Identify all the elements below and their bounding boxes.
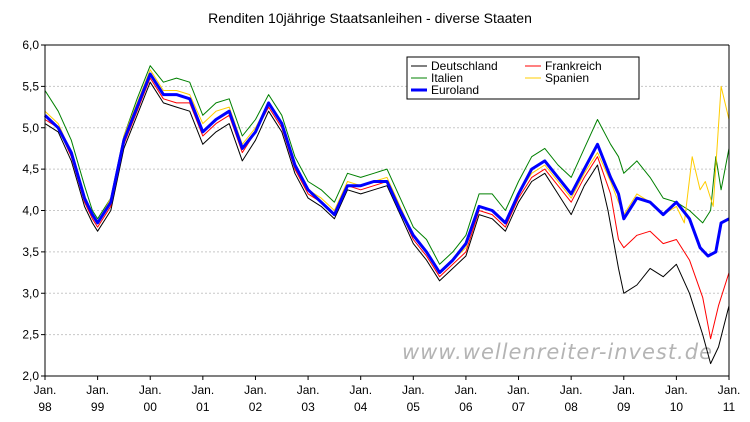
y-axis-ticks: 2,0 2,5 3,0 3,5 4,0 4,5 5,0 5,5 6,0 [22,38,45,383]
x-tick-label-year: 98 [38,400,52,414]
y-tick-label: 5,0 [22,121,39,135]
x-tick-label-month: Jan. [665,383,688,397]
series-line-frankreich [44,77,730,340]
series-lines [43,65,730,365]
x-tick-label-month: Jan. [718,383,741,397]
series-line-euroland [43,72,730,275]
x-tick-label-year: 02 [249,400,263,414]
legend-label: Spanien [545,71,589,85]
y-tick-label: 6,0 [22,38,39,52]
legend: Deutschland Frankreich Italien Spanien Eurol… [406,56,640,100]
x-tick-label-month: Jan. [349,383,372,397]
x-tick-label-month: Jan. [244,383,267,397]
watermark-text: www.wellenreiter-invest.de [402,340,713,364]
x-tick-label-month: Jan. [455,383,478,397]
x-axis-ticks: Jan. 98 Jan. 99 Jan. 00 Jan. 01 Jan. 02 Jan. 03 Jan.… [34,376,741,414]
x-tick-label-year: 06 [459,400,473,414]
y-tick-label: 2,0 [22,369,39,383]
y-tick-label: 3,0 [22,286,39,300]
legend-label: Euroland [431,83,479,97]
x-tick-label-year: 99 [91,400,105,414]
x-tick-label-month: Jan. [560,383,583,397]
x-tick-label-month: Jan. [402,383,425,397]
y-tick-label: 3,5 [22,245,39,259]
x-tick-label-year: 00 [144,400,158,414]
x-tick-label-month: Jan. [139,383,162,397]
x-tick-label-month: Jan. [192,383,215,397]
x-tick-label-year: 03 [301,400,315,414]
legend-label: Deutschland [431,59,498,73]
x-tick-label-month: Jan. [612,383,635,397]
chart-title: Renditen 10jährige Staatsanleihen - dive… [208,10,532,26]
x-tick-label-month: Jan. [86,383,109,397]
y-tick-label: 4,0 [22,204,39,218]
x-tick-label-year: 07 [512,400,526,414]
x-tick-label-month: Jan. [34,383,57,397]
legend-label: Italien [431,71,463,85]
x-tick-label-year: 08 [564,400,578,414]
legend-box [406,56,640,100]
x-tick-label-year: 01 [196,400,210,414]
x-tick-label-year: 04 [354,400,368,414]
x-tick-label-month: Jan. [507,383,530,397]
series-line-deutschland [44,81,730,365]
legend-label: Frankreich [545,59,602,73]
series-line-italien [44,65,730,265]
y-tick-label: 4,5 [22,162,39,176]
x-tick-label-year: 09 [617,400,631,414]
y-tick-label: 2,5 [22,328,39,342]
y-tick-label: 5,5 [22,79,39,93]
axes [44,44,730,377]
x-tick-label-year: 11 [723,400,736,414]
x-tick-label-year: 10 [670,400,684,414]
x-tick-label-year: 05 [407,400,421,414]
x-tick-label-month: Jan. [297,383,320,397]
